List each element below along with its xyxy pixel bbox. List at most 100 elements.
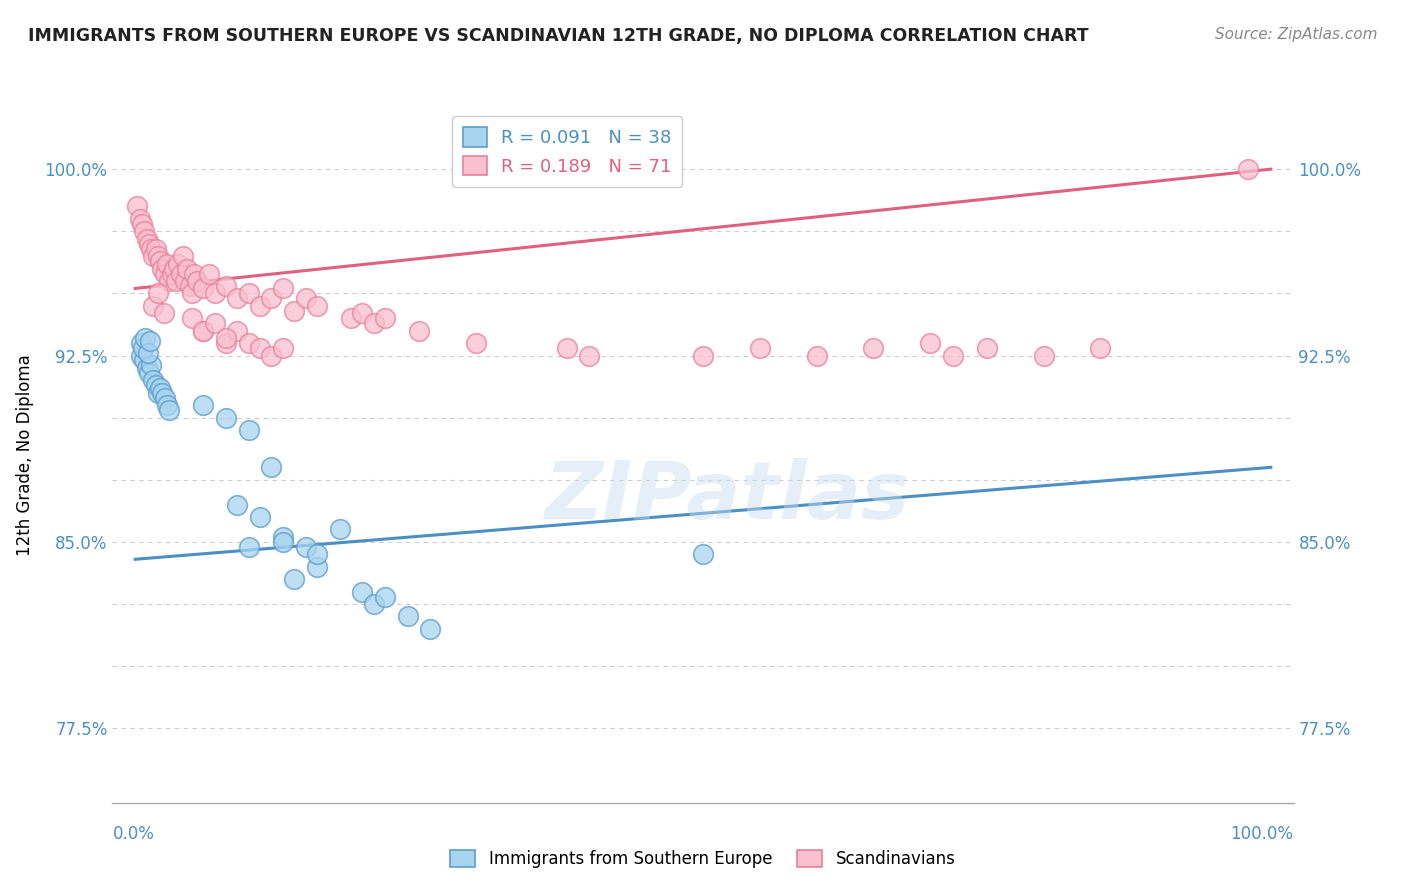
Point [163,261,186,276]
Point [146,249,169,263]
Point [142,249,165,263]
Point [249,341,271,355]
Point [174,274,197,288]
Point [139,359,162,373]
Point [198,267,221,281]
Point [135,361,157,376]
Point [169,267,191,281]
Point [204,286,226,301]
Point [142,299,165,313]
Point [156,398,179,412]
Point [193,324,215,338]
Point [305,547,328,561]
Text: Source: ZipAtlas.com: Source: ZipAtlas.com [1215,27,1378,42]
Point [305,559,328,574]
Point [238,540,260,554]
Point [260,292,283,306]
Point [271,341,294,355]
Point [305,299,328,313]
Point [578,349,600,363]
Y-axis label: 12th Grade, No Diploma: 12th Grade, No Diploma [15,354,34,556]
Point [135,232,157,246]
Point [226,324,249,338]
Point [153,267,176,281]
Point [238,286,260,301]
Point [283,303,305,318]
Point [152,385,174,400]
Point [145,242,167,256]
Point [181,311,204,326]
Point [167,257,190,271]
Point [165,274,187,288]
Point [806,349,828,363]
Point [340,311,363,326]
Point [152,261,174,276]
Text: IMMIGRANTS FROM SOUTHERN EUROPE VS SCANDINAVIAN 12TH GRADE, NO DIPLOMA CORRELATI: IMMIGRANTS FROM SOUTHERN EUROPE VS SCAND… [28,27,1088,45]
Point [748,341,770,355]
Point [157,274,180,288]
Point [249,299,271,313]
Point [129,336,152,351]
Point [363,597,385,611]
Point [149,254,172,268]
Point [464,336,486,351]
Point [134,224,156,238]
Point [186,274,208,288]
Point [226,498,249,512]
Point [139,242,162,256]
Point [193,324,215,338]
Point [146,385,169,400]
Point [215,331,238,345]
Point [142,373,165,387]
Point [146,286,169,301]
Point [152,306,174,320]
Point [1090,341,1112,355]
Point [329,523,352,537]
Point [408,324,430,338]
Point [160,267,183,281]
Text: 100.0%: 100.0% [1230,825,1294,843]
Point [226,292,249,306]
Point [179,279,201,293]
Point [271,281,294,295]
Point [294,540,316,554]
Point [204,316,226,330]
Legend: Immigrants from Southern Europe, Scandinavians: Immigrants from Southern Europe, Scandin… [444,843,962,875]
Point [976,341,998,355]
Text: 0.0%: 0.0% [112,825,155,843]
Point [153,391,176,405]
Point [249,510,271,524]
Point [862,341,884,355]
Point [215,279,238,293]
Point [138,366,160,380]
Point [260,460,283,475]
Point [238,336,260,351]
Point [193,281,215,295]
Point [1032,349,1054,363]
Point [363,316,385,330]
Point [374,311,396,326]
Point [181,286,204,301]
Point [215,336,238,351]
Point [294,292,316,306]
Point [128,211,150,226]
Point [131,217,153,231]
Point [215,410,238,425]
Point [172,249,194,263]
Point [692,547,714,561]
Legend: R = 0.091   N = 38, R = 0.189   N = 71: R = 0.091 N = 38, R = 0.189 N = 71 [453,116,682,186]
Point [260,349,283,363]
Point [134,353,156,368]
Point [920,336,942,351]
Point [139,334,162,348]
Point [136,346,159,360]
Point [156,257,179,271]
Point [271,530,294,544]
Point [396,609,419,624]
Point [132,341,155,355]
Point [129,349,152,363]
Point [1237,162,1260,177]
Point [134,331,156,345]
Point [692,349,714,363]
Point [271,535,294,549]
